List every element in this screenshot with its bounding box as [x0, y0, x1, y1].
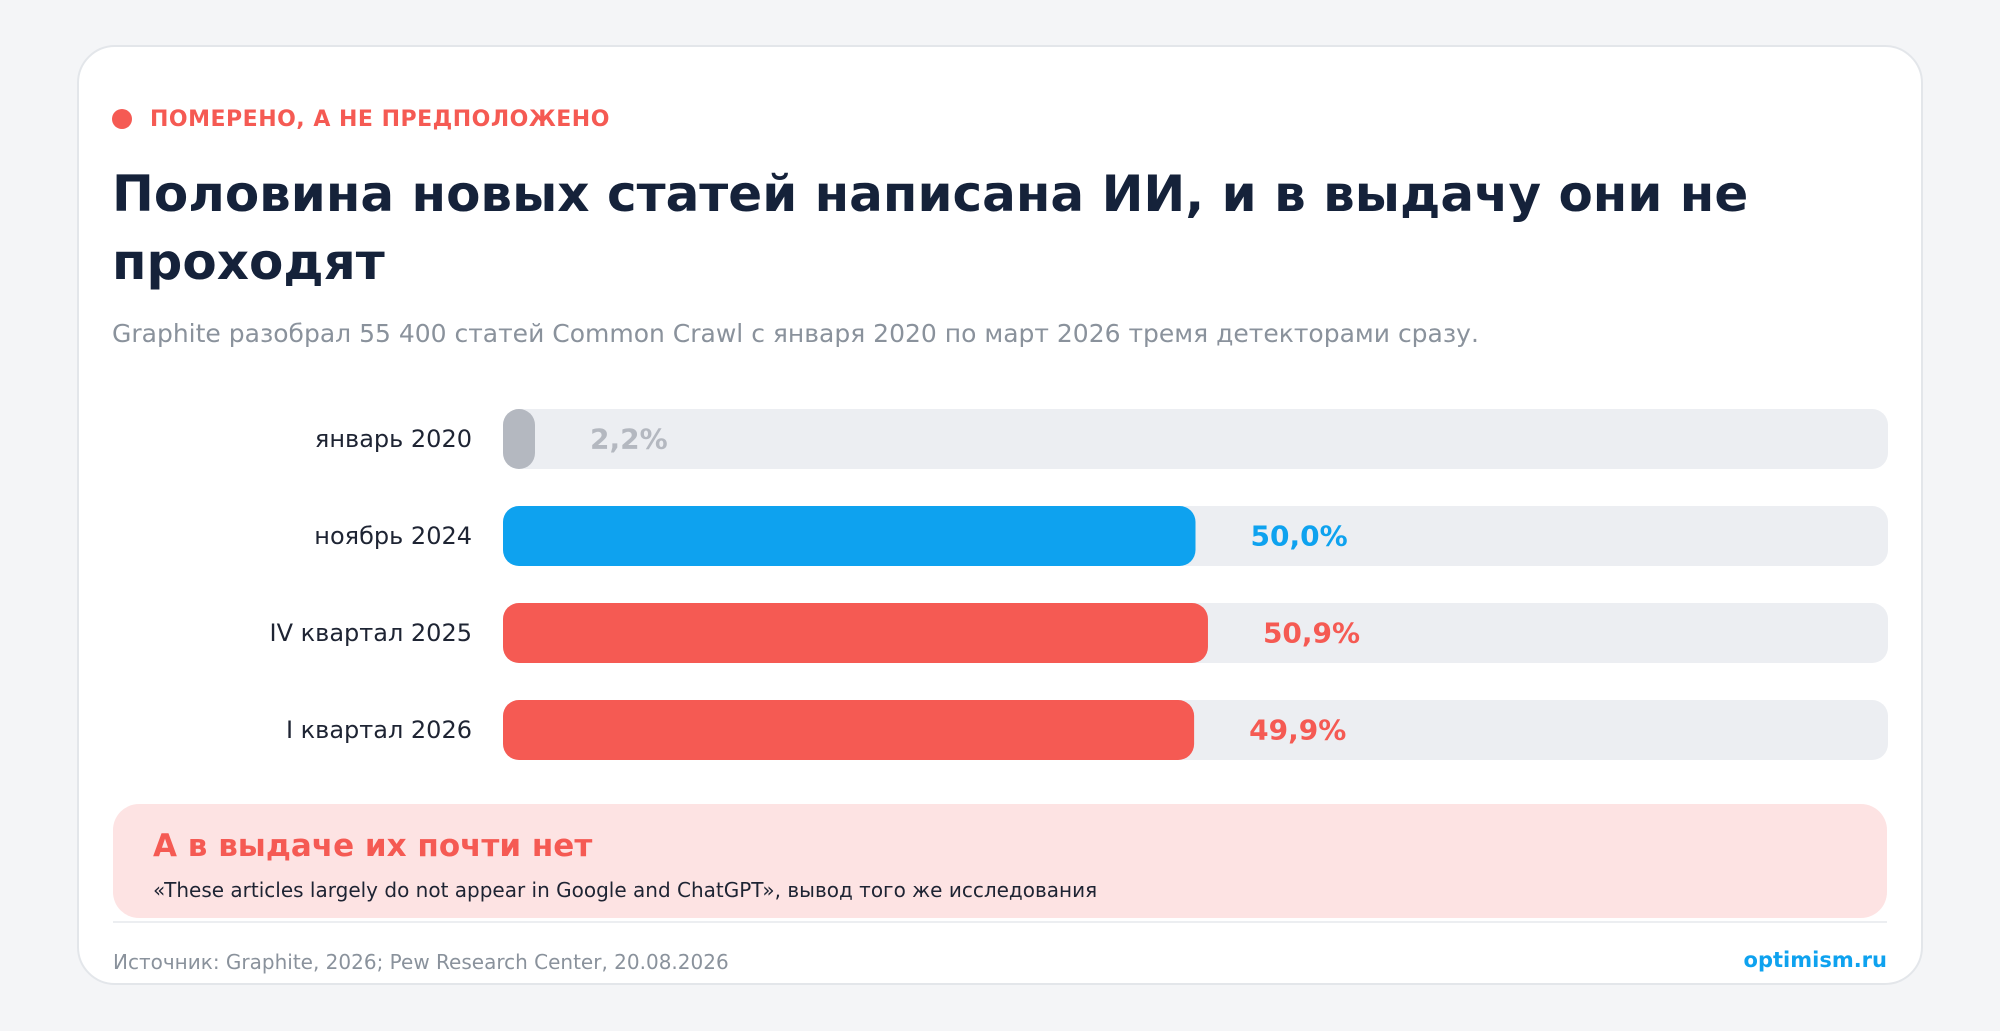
bar — [503, 506, 1196, 566]
callout-title: А в выдаче их почти нет — [153, 828, 593, 864]
page-title: Половина новых статей написана ИИ, и в в… — [112, 165, 1749, 291]
bar — [503, 700, 1195, 760]
kicker: ПОМЕРЕНО, А НЕ ПРЕДПОЛОЖЕНО — [112, 104, 610, 134]
value-label: 50,9% — [1263, 617, 1360, 650]
brand-link[interactable]: optimism.ru — [1743, 948, 1887, 972]
callout-text: «These articles largely do not appear in… — [153, 878, 1098, 902]
kicker-text: ПОМЕРЕНО, А НЕ ПРЕДПОЛОЖЕНО — [150, 106, 610, 132]
bar-track — [503, 409, 1888, 469]
kicker-dot-icon — [112, 109, 132, 129]
value-label: 50,0% — [1251, 520, 1348, 553]
category-label: IV квартал 2025 — [270, 619, 472, 647]
category-label: I квартал 2026 — [286, 716, 472, 744]
bar — [503, 603, 1208, 663]
value-label: 2,2% — [590, 423, 668, 456]
source-note: Источник: Graphite, 2026; Pew Research C… — [113, 950, 729, 974]
footer-divider — [113, 921, 1887, 923]
value-label: 49,9% — [1249, 714, 1346, 747]
subtitle: Graphite разобрал 55 400 статей Common C… — [112, 319, 1479, 348]
bar — [503, 409, 535, 469]
category-label: ноябрь 2024 — [314, 522, 472, 550]
callout-box: А в выдаче их почти нет «These articles … — [113, 804, 1887, 918]
category-label: январь 2020 — [315, 425, 472, 453]
